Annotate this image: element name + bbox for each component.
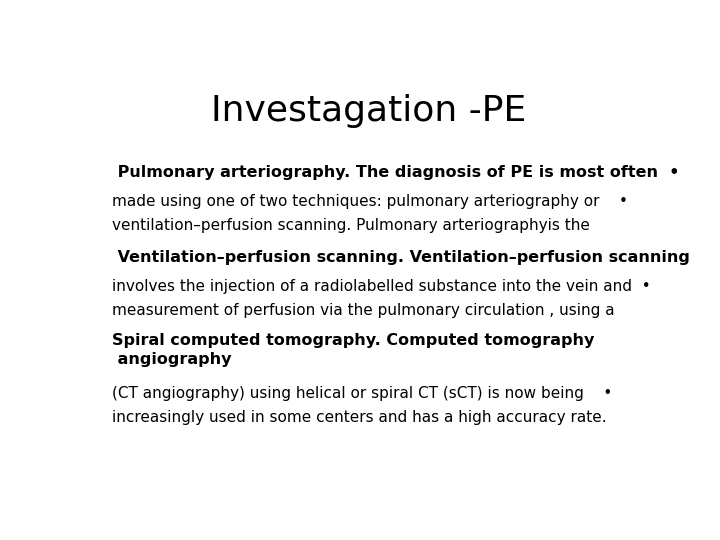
Text: measurement of perfusion via the pulmonary circulation , using a: measurement of perfusion via the pulmona…	[112, 303, 615, 318]
Text: (CT angiography) using helical or spiral CT (sCT) is now being    •: (CT angiography) using helical or spiral…	[112, 386, 613, 401]
Text: Ventilation–perfusion scanning. Ventilation–perfusion scanning: Ventilation–perfusion scanning. Ventilat…	[112, 250, 690, 265]
Text: Investagation -PE: Investagation -PE	[212, 94, 526, 128]
Text: Spiral computed tomography. Computed tomography
 angiography: Spiral computed tomography. Computed tom…	[112, 333, 595, 367]
Text: involves the injection of a radiolabelled substance into the vein and  •: involves the injection of a radiolabelle…	[112, 279, 651, 294]
Text: increasingly used in some centers and has a high accuracy rate.: increasingly used in some centers and ha…	[112, 410, 607, 426]
Text: Pulmonary arteriography. The diagnosis of PE is most often  •: Pulmonary arteriography. The diagnosis o…	[112, 165, 680, 180]
Text: made using one of two techniques: pulmonary arteriography or    •: made using one of two techniques: pulmon…	[112, 194, 628, 208]
Text: ventilation–perfusion scanning. Pulmonary arteriographyis the: ventilation–perfusion scanning. Pulmonar…	[112, 218, 590, 233]
